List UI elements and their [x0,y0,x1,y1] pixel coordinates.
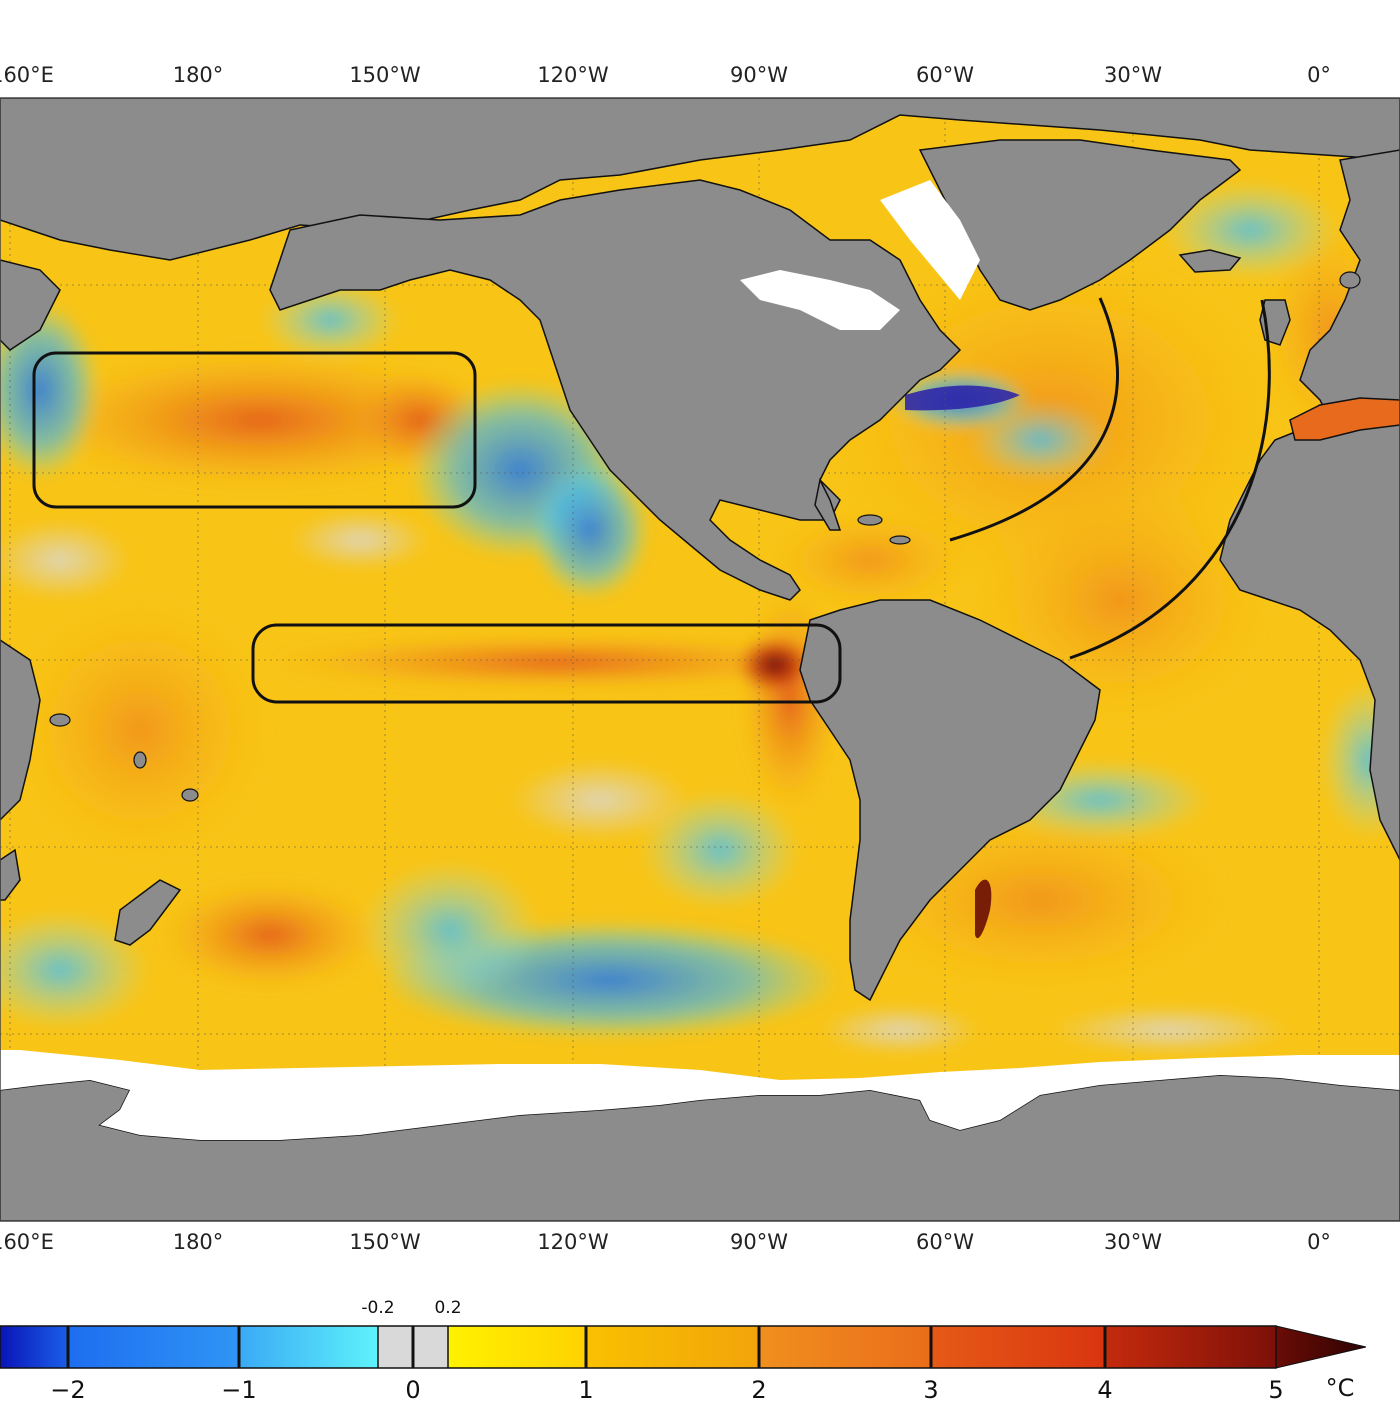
iceland [1178,249,1242,273]
islands [49,271,1361,802]
sw-atlantic-warm-streak [975,879,992,939]
bottom-lon-label-1: 180° [173,1230,224,1254]
bottom-longitude-labels: 160°E 180° 150°W 120°W 90°W 60°W 30°W 0° [0,1230,1331,1254]
mediterranean-sea [1289,397,1400,441]
bottom-lon-label-5: 60°W [916,1230,974,1254]
top-lon-label-1: 180° [173,63,224,87]
top-lon-label-5: 60°W [916,63,974,87]
top-lon-label-3: 120°W [537,63,609,87]
top-lon-label-4: 90°W [730,63,788,87]
colorbar-frame [0,1325,1277,1369]
map-frame [0,97,1400,1222]
colorbar-segment-dark-blue [0,1326,68,1368]
sea-ice [0,180,1400,1140]
top-lon-label-0: 160°E [0,63,54,87]
colorbar-segment-light-blue [239,1326,378,1368]
colorbar-tick-label-4: 2 [751,1376,766,1400]
north-pacific-box [32,351,477,509]
bottom-lon-label-4: 90°W [730,1230,788,1254]
colorbar-small-label-pos: 0.2 [434,1298,461,1318]
bottom-lon-label-7: 0° [1307,1230,1331,1254]
colorbar-tick-label-1: −1 [221,1376,256,1400]
bottom-lon-label-0: 160°E [0,1230,54,1254]
colorbar-small-label-neg: -0.2 [361,1298,394,1318]
map-area [0,98,1400,1221]
land-masses [0,98,1400,1221]
bottom-lon-label-3: 120°W [537,1230,609,1254]
colorbar-tick-label-3: 1 [578,1376,593,1400]
kamchatka [0,259,61,351]
colorbar-segment-red [1105,1326,1276,1368]
top-longitude-labels: 160°E 180° 150°W 120°W 90°W 60°W 30°W 0° [0,63,1331,87]
colorbar-segment-blue [68,1326,239,1368]
colorbar-tick-label-6: 4 [1097,1376,1112,1400]
north-atlantic-arc-right [1069,299,1271,660]
gulf-stream-cold-streak [905,385,1020,411]
colorbar-segment-yellow [448,1326,586,1368]
colorbar-segment-orange [759,1326,931,1368]
asia-left-edge [0,639,41,822]
top-lon-label-7: 0° [1307,63,1331,87]
anomaly-field [0,180,1400,1055]
colorbar-tick-label-7: 5 [1268,1376,1283,1400]
colorbar-segment-orange-red [931,1326,1105,1368]
florida [814,477,842,531]
colorbar-extend-arrow [1275,1325,1367,1369]
colorbar: −2 −1 0 1 2 3 4 5 -0.2 0.2 °C [0,1298,1367,1404]
colorbar-tick-labels: −2 −1 0 1 2 3 4 5 [50,1376,1283,1404]
colorbar-dividers [66,1326,1107,1368]
new-zealand [114,879,182,946]
europe-africa [1219,149,1400,861]
australia-edge [0,848,21,901]
colorbar-unit: °C [1326,1374,1355,1400]
colorbar-tick-label-2: 0 [405,1376,420,1400]
top-lon-label-6: 30°W [1104,63,1162,87]
top-lon-label-2: 150°W [349,63,421,87]
north-atlantic-arc-left [949,297,1119,542]
south-america [799,599,1101,1002]
bottom-lon-label-6: 30°W [1104,1230,1162,1254]
equatorial-pacific-box [251,623,842,704]
colorbar-segment-gold [586,1326,759,1368]
colorbar-tick-label-5: 3 [923,1376,938,1400]
colorbar-tick-label-0: −2 [50,1376,85,1400]
bottom-lon-label-2: 150°W [349,1230,421,1254]
